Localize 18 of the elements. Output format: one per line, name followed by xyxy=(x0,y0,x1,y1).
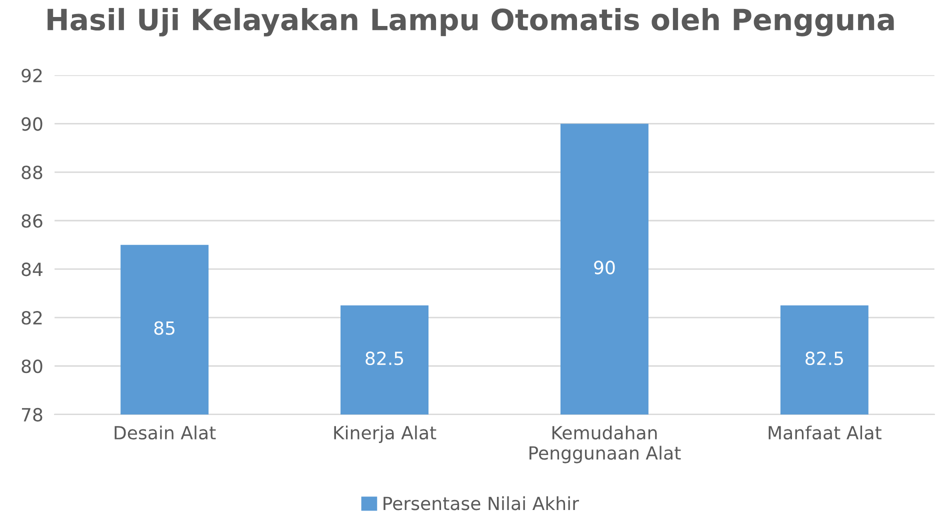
legend-label: Persentase Nilai Akhir xyxy=(384,496,580,510)
x-tick-label: Desain Alat xyxy=(114,426,216,440)
y-tick-label: 90 xyxy=(22,117,42,131)
y-tick-label: 86 xyxy=(22,214,42,228)
x-tick-label: Manfaat Alat xyxy=(768,426,882,440)
y-tick-label: 80 xyxy=(22,359,42,374)
y-tick-label: 88 xyxy=(22,166,42,180)
y-tick-label: 92 xyxy=(22,68,42,82)
x-tick-label: Kinerja Alat xyxy=(334,426,436,444)
data-label: 82.5 xyxy=(806,352,843,366)
y-tick-label: 84 xyxy=(22,262,42,276)
y-tick-label: 78 xyxy=(22,408,42,422)
data-label: 85 xyxy=(154,321,174,335)
data-label: 90 xyxy=(594,260,615,274)
x-tick-label: Kemudahan Penggunaan Alat xyxy=(530,426,681,464)
data-label: 82.5 xyxy=(366,352,404,366)
y-tick-label: 82 xyxy=(22,311,42,325)
chart-title: Hasil Uji Kelayakan Lampu Otomatis oleh Pengguna xyxy=(48,8,894,36)
